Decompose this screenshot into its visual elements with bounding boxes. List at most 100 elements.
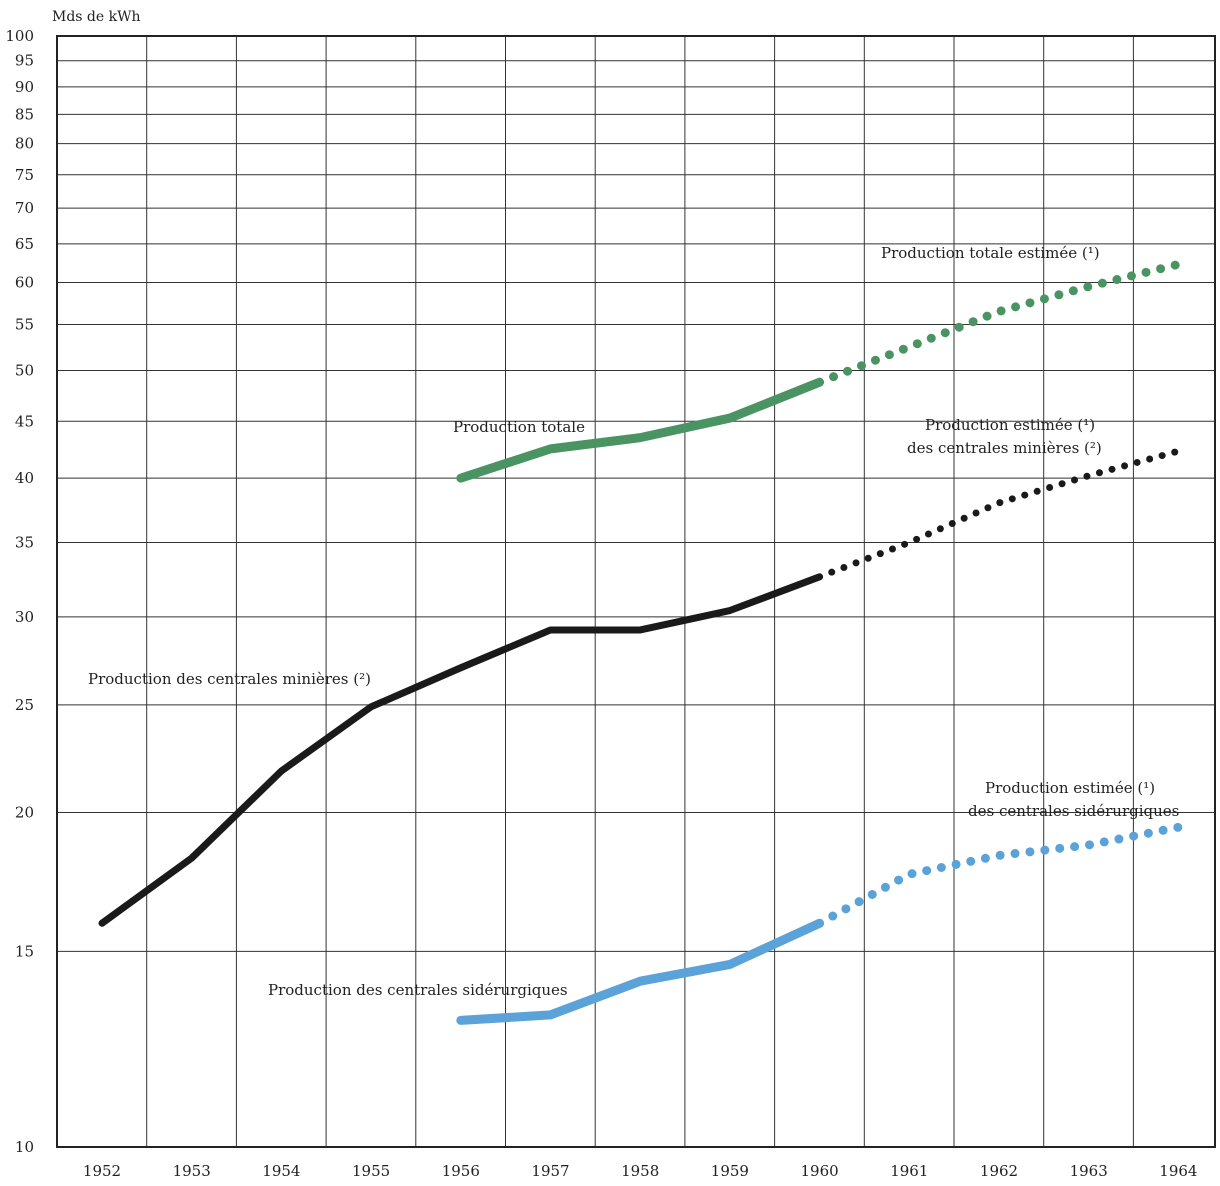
x-tick-label: 1964 — [1159, 1162, 1197, 1180]
x-tick-label: 1955 — [352, 1162, 390, 1180]
series-dot-3 — [1008, 495, 1016, 503]
series-dot-3 — [1108, 465, 1116, 473]
annotation-minieres-estimee-line2: des centrales minières (²) — [907, 439, 1102, 457]
series-line-2 — [98, 573, 824, 927]
series-dot-1 — [870, 355, 880, 365]
series-dot-1 — [1097, 278, 1107, 288]
annotations: Production totale Production totale esti… — [88, 244, 1179, 999]
series-dot-3 — [936, 525, 944, 533]
series-dot-3 — [972, 509, 980, 517]
y-tick-label: 45 — [15, 412, 34, 430]
series-dot-5 — [966, 856, 976, 866]
series-dot-3 — [876, 550, 884, 558]
x-tick-label: 1960 — [801, 1162, 839, 1180]
y-axis-ticks: 10 15 20 25 30 35 40 45 50 55 60 65 70 75 80 85 90 95 100 — [5, 27, 34, 1156]
series-dot-5 — [1143, 828, 1153, 838]
series-line-0 — [456, 377, 825, 483]
x-tick-label: 1957 — [531, 1162, 569, 1180]
series-dot-1 — [1011, 302, 1021, 312]
series-dot-1 — [1126, 271, 1136, 281]
y-tick-label: 75 — [15, 166, 34, 184]
y-tick-label: 40 — [15, 469, 34, 487]
series-dot-5 — [1070, 842, 1080, 852]
series-dot-5 — [980, 853, 990, 863]
series-dot-1 — [1025, 298, 1035, 308]
x-tick-label: 1953 — [173, 1162, 211, 1180]
x-tick-label: 1958 — [621, 1162, 659, 1180]
annotation-siderurgiques: Production des centrales sidérurgiques — [268, 981, 568, 999]
y-tick-label: 30 — [15, 608, 34, 626]
series-dot-3 — [948, 520, 956, 528]
x-axis-ticks: 1952 1953 1954 1955 1956 1957 1958 1959 1960 1961… — [83, 1162, 1198, 1180]
series-dot-3 — [1058, 480, 1066, 488]
y-tick-label: 25 — [15, 696, 34, 714]
series-dot-1 — [1083, 282, 1093, 292]
series-dot-3 — [852, 559, 860, 567]
x-tick-label: 1956 — [442, 1162, 480, 1180]
series-dot-5 — [1099, 837, 1109, 847]
series-dot-3 — [901, 540, 909, 548]
series-dot-3 — [913, 535, 921, 543]
y-tick-label: 80 — [15, 135, 34, 153]
y-axis-unit-label: Mds de kWh — [52, 9, 141, 25]
y-tick-label: 35 — [15, 534, 34, 552]
series-dot-3 — [1158, 452, 1166, 460]
series-dot-3 — [1171, 448, 1179, 456]
series-dot-5 — [1085, 840, 1095, 850]
series-dot-1 — [940, 328, 950, 338]
y-tick-label: 100 — [5, 27, 34, 45]
series-dot-5 — [1173, 822, 1183, 832]
series-dot-3 — [840, 564, 848, 572]
series-dot-5 — [894, 875, 904, 885]
series-dot-1 — [1068, 286, 1078, 296]
series-dot-3 — [960, 514, 968, 522]
annotation-production-totale: Production totale — [453, 418, 585, 436]
series-line-4 — [456, 918, 825, 1025]
y-tick-label: 85 — [15, 105, 34, 123]
series-dot-1 — [1156, 264, 1166, 274]
series-dot-1 — [843, 366, 853, 376]
annotation-siderurgiques-estimee-line1: Production estimée (¹) — [985, 779, 1155, 797]
series-dot-3 — [1121, 462, 1129, 470]
series-dot-3 — [1095, 469, 1103, 477]
y-tick-label: 55 — [15, 315, 34, 333]
series-dot-5 — [1055, 843, 1065, 853]
series-dot-5 — [1158, 825, 1168, 835]
x-tick-label: 1963 — [1070, 1162, 1108, 1180]
series-dot-3 — [864, 554, 872, 562]
series-dot-5 — [936, 863, 946, 873]
series — [98, 260, 1183, 1025]
series-dot-3 — [1083, 472, 1091, 480]
series-dot-3 — [1133, 458, 1141, 466]
series-dot-5 — [880, 882, 890, 892]
series-dot-3 — [924, 530, 932, 538]
series-dot-5 — [1040, 845, 1050, 855]
series-dot-3 — [1071, 476, 1079, 484]
series-dot-5 — [841, 904, 851, 914]
series-dot-3 — [1021, 491, 1029, 499]
series-dot-5 — [922, 866, 932, 876]
series-dot-3 — [828, 568, 836, 576]
series-dot-3 — [1046, 484, 1054, 492]
plot-frame — [56, 35, 1216, 1148]
y-tick-label: 20 — [15, 804, 34, 822]
y-tick-label: 15 — [15, 942, 34, 960]
annotation-production-totale-estimee: Production totale estimée (¹) — [881, 244, 1100, 262]
x-tick-label: 1961 — [890, 1162, 928, 1180]
series-dot-5 — [1129, 831, 1139, 841]
series-dot-3 — [996, 499, 1004, 507]
series-dot-1 — [1141, 267, 1151, 277]
x-tick-label: 1952 — [83, 1162, 121, 1180]
series-dot-1 — [926, 333, 936, 343]
series-dot-3 — [984, 504, 992, 512]
series-dot-5 — [867, 889, 877, 899]
annotation-minieres: Production des centrales minières (²) — [88, 670, 371, 688]
series-dot-1 — [982, 311, 992, 321]
series-dot-5 — [1114, 834, 1124, 844]
series-dot-3 — [1033, 487, 1041, 495]
series-dot-5 — [854, 897, 864, 907]
y-tick-label: 65 — [15, 235, 34, 253]
annotation-minieres-estimee-line1: Production estimée (¹) — [925, 416, 1095, 434]
series-dot-1 — [1054, 290, 1064, 300]
